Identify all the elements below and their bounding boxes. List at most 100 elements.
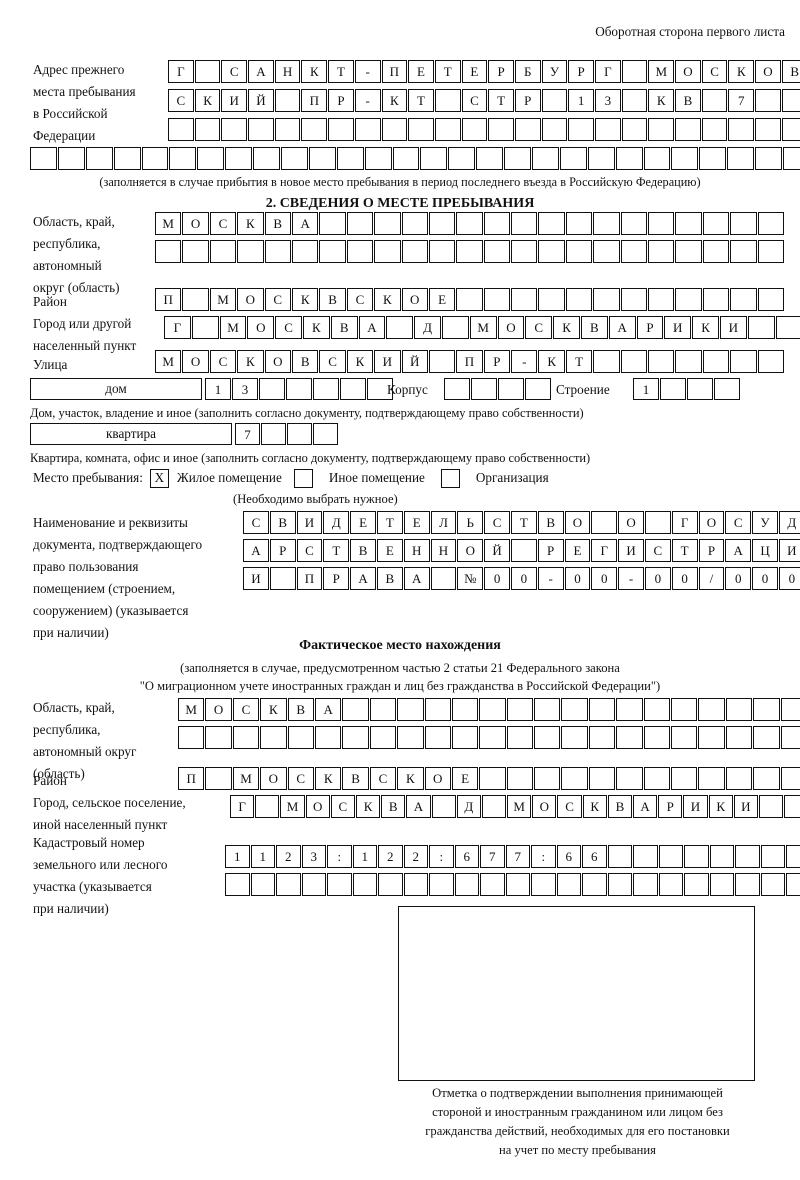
char-cell[interactable]	[784, 795, 800, 818]
char-cell[interactable]	[352, 873, 377, 896]
char-cell[interactable]: К	[648, 89, 675, 112]
char-cell[interactable]: С	[287, 767, 314, 790]
char-cell[interactable]	[504, 147, 532, 170]
char-cell[interactable]	[401, 212, 428, 235]
char-cell[interactable]	[786, 845, 800, 868]
char-cell[interactable]: Т	[510, 511, 537, 534]
char-cell[interactable]	[429, 873, 454, 896]
char-cell[interactable]: Й	[248, 89, 274, 112]
char-cell[interactable]	[194, 60, 221, 83]
char-cell[interactable]	[593, 350, 620, 373]
char-cell[interactable]: С	[346, 288, 374, 311]
char-cell[interactable]	[757, 350, 784, 373]
char-cell[interactable]: Р	[636, 316, 664, 339]
char-cell[interactable]	[587, 147, 615, 170]
char-cell[interactable]: У	[541, 60, 568, 83]
char-cell[interactable]	[675, 212, 702, 235]
char-cell[interactable]: 6	[454, 845, 479, 868]
char-cell[interactable]	[644, 511, 671, 534]
char-cell[interactable]	[369, 726, 397, 749]
char-cell[interactable]	[346, 212, 374, 235]
char-cell[interactable]: Г	[671, 511, 698, 534]
char-cell[interactable]	[671, 147, 699, 170]
char-cell[interactable]: Д	[414, 316, 441, 339]
char-cell[interactable]	[565, 240, 593, 263]
char-cell[interactable]: О	[564, 511, 591, 534]
char-cell[interactable]	[434, 118, 461, 141]
char-cell[interactable]: П	[155, 288, 182, 311]
char-cell[interactable]	[420, 147, 448, 170]
char-cell[interactable]	[178, 726, 205, 749]
char-cell[interactable]: /	[698, 567, 725, 590]
char-cell[interactable]	[698, 698, 725, 721]
char-cell[interactable]	[760, 845, 785, 868]
char-cell[interactable]	[620, 212, 648, 235]
char-cell[interactable]	[424, 698, 451, 721]
char-cell[interactable]	[451, 698, 479, 721]
char-cell[interactable]	[225, 147, 253, 170]
char-cell[interactable]	[671, 698, 698, 721]
char-cell[interactable]	[392, 147, 420, 170]
char-cell[interactable]: Т	[434, 60, 461, 83]
char-cell[interactable]	[620, 240, 648, 263]
char-cell[interactable]	[169, 147, 197, 170]
char-cell[interactable]: 1	[205, 378, 231, 400]
char-cell[interactable]: 0	[484, 567, 510, 590]
char-cell[interactable]	[479, 698, 506, 721]
char-cell[interactable]	[194, 118, 221, 141]
char-cell[interactable]: О	[457, 539, 484, 562]
char-cell[interactable]: Е	[451, 767, 479, 790]
char-cell[interactable]: В	[264, 212, 291, 235]
char-cell[interactable]	[701, 89, 728, 112]
char-cell[interactable]	[591, 511, 618, 534]
char-cell[interactable]	[367, 378, 393, 400]
char-cell[interactable]	[730, 240, 757, 263]
char-cell[interactable]	[397, 726, 424, 749]
char-cell[interactable]	[565, 288, 593, 311]
char-cell[interactable]: С	[725, 511, 752, 534]
char-cell[interactable]: Н	[430, 539, 457, 562]
char-cell[interactable]	[755, 118, 781, 141]
char-cell[interactable]	[253, 147, 281, 170]
char-cell[interactable]	[430, 567, 457, 590]
char-cell[interactable]	[616, 767, 643, 790]
char-cell[interactable]	[209, 240, 237, 263]
prev-address-row-4[interactable]	[30, 147, 800, 170]
char-cell[interactable]	[428, 240, 456, 263]
char-cell[interactable]	[786, 873, 800, 896]
char-cell[interactable]: -	[537, 567, 564, 590]
char-cell[interactable]: М	[155, 350, 182, 373]
char-cell[interactable]	[505, 873, 530, 896]
char-cell[interactable]	[643, 767, 671, 790]
char-cell[interactable]	[607, 845, 632, 868]
char-cell[interactable]	[483, 240, 511, 263]
char-cell[interactable]	[561, 726, 588, 749]
char-cell[interactable]: А	[403, 567, 430, 590]
char-cell[interactable]: И	[618, 539, 644, 562]
char-cell[interactable]: О	[264, 350, 291, 373]
char-cell[interactable]	[621, 118, 648, 141]
char-cell[interactable]: К	[708, 795, 733, 818]
char-cell[interactable]	[753, 698, 780, 721]
char-cell[interactable]	[643, 698, 671, 721]
char-cell[interactable]	[448, 147, 476, 170]
char-cell[interactable]: Р	[328, 89, 354, 112]
char-cell[interactable]	[454, 873, 479, 896]
char-cell[interactable]	[702, 350, 730, 373]
char-cell[interactable]: М	[178, 698, 205, 721]
char-cell[interactable]: В	[376, 567, 403, 590]
char-cell[interactable]: К	[314, 767, 342, 790]
char-cell[interactable]: М	[648, 60, 675, 83]
char-cell[interactable]: Б	[514, 60, 541, 83]
char-cell[interactable]: М	[507, 795, 532, 818]
char-cell[interactable]	[648, 212, 675, 235]
char-cell[interactable]	[643, 147, 671, 170]
char-cell[interactable]: 6	[582, 845, 607, 868]
char-cell[interactable]: Р	[488, 60, 514, 83]
char-cell[interactable]: И	[374, 350, 401, 373]
char-cell[interactable]: С	[209, 350, 237, 373]
char-cell[interactable]: К	[237, 212, 264, 235]
